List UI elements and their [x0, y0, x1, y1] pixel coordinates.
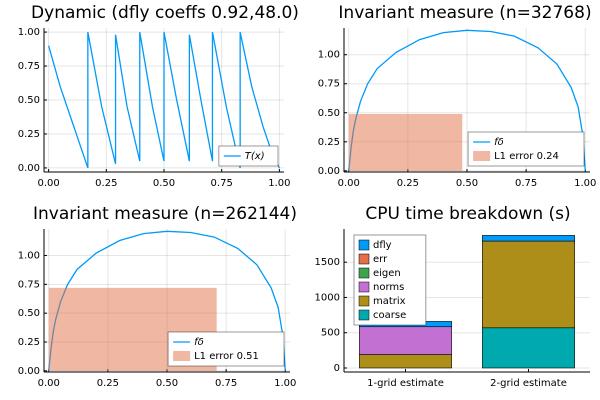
chart-title: CPU time breakdown (s): [365, 204, 570, 224]
bar-segment: [482, 235, 575, 242]
subplot: 0.00 0.25 0.50 0.75 1.00 0.00 0.25 0.50 0.75 1.00…: [18, 3, 299, 189]
x-tick-label: 0.00: [37, 178, 59, 189]
error-bar: [348, 113, 463, 171]
legend: dfly err eigen norms matrix coarse: [353, 234, 427, 326]
x-tick-label: 0.25: [397, 178, 419, 189]
y-tick-label: 0.75: [18, 61, 40, 72]
y-tick-label: 0.75: [318, 79, 340, 90]
legend-label: matrix: [373, 296, 406, 307]
legend-swatch: [358, 253, 370, 265]
legend-label: dfly: [373, 240, 392, 251]
bar-segment: [482, 327, 575, 369]
bar-segment: [359, 326, 452, 355]
y-tick-label: 1000: [315, 292, 340, 303]
legend-swatch: [358, 309, 370, 321]
chart-title: Invariant measure (n=262144): [33, 204, 297, 224]
legend-swatch: [473, 151, 491, 161]
y-tick-label: 1.00: [318, 50, 340, 61]
legend-label: L1 error 0.51: [194, 351, 259, 362]
y-tick-label: 1.00: [18, 27, 40, 38]
legend-label: L1 error 0.24: [494, 151, 559, 162]
y-tick-label: 1500: [315, 257, 340, 268]
x-tick-label: 0.00: [38, 378, 60, 389]
legend-swatch: [358, 295, 370, 307]
y-tick-label: 0.25: [318, 137, 340, 148]
x-tick-label: 0.00: [338, 178, 360, 189]
x-tick-label: 0.75: [515, 178, 537, 189]
subplot: 0.00 0.25 0.50 0.75 1.00 0.00 0.25 0.50 0.75 1.00…: [18, 204, 297, 389]
legend-label: coarse: [373, 310, 406, 321]
legend-label: T(x): [245, 151, 265, 162]
x-tick-label: 1.00: [268, 178, 290, 189]
x-tick-label: 0.75: [211, 178, 233, 189]
x-tick-label: 0.25: [95, 178, 117, 189]
y-tick-label: 0: [334, 363, 340, 374]
y-tick-label: 0.50: [18, 95, 40, 106]
x-tick-label: 0.25: [97, 378, 119, 389]
legend-swatch: [358, 267, 370, 279]
legend-label: eigen: [373, 268, 401, 279]
legend: fδ L1 error 0.24: [467, 131, 585, 167]
legend: fδ L1 error 0.51: [167, 331, 285, 367]
x-tick-label: 0.50: [156, 378, 178, 389]
chart-title: Dynamic (dfly coeffs 0.92,48.0): [31, 3, 299, 23]
bar-segment: [482, 240, 575, 329]
legend-label: norms: [373, 282, 404, 293]
x-tick-label: 1-grid estimate: [367, 378, 444, 389]
y-tick-label: 0.75: [18, 279, 40, 290]
legend-swatch: [173, 351, 191, 361]
y-tick-label: 0.00: [18, 163, 40, 174]
y-tick-label: 0.50: [318, 108, 340, 119]
y-tick-label: 0.25: [18, 129, 40, 140]
x-tick-label: 2-grid estimate: [490, 378, 567, 389]
y-tick-label: 500: [321, 328, 340, 339]
x-tick-label: 0.50: [456, 178, 478, 189]
y-tick-label: 1.00: [18, 251, 40, 262]
x-tick-label: 1.00: [574, 178, 596, 189]
legend-label: fδ: [494, 137, 504, 148]
x-tick-label: 0.75: [215, 378, 237, 389]
subplot: 0 500 1000 1500 1-grid estimate 2-grid estima…: [315, 204, 590, 389]
legend-swatch: [358, 239, 370, 251]
line-series: [47, 31, 280, 169]
y-tick-label: 0.00: [18, 366, 40, 377]
legend-swatch: [358, 281, 370, 293]
subplot: 0.00 0.25 0.50 0.75 1.00 0.00 0.25 0.50 0.75 1.00…: [318, 3, 597, 189]
legend-label: fδ: [194, 337, 204, 348]
legend-label: err: [373, 254, 388, 265]
y-tick-label: 0.50: [18, 308, 40, 319]
legend-box: [218, 145, 279, 167]
chart-title: Invariant measure (n=32768): [338, 3, 591, 23]
x-tick-label: 0.50: [153, 178, 175, 189]
y-tick-label: 0.25: [18, 337, 40, 348]
y-tick-label: 0.00: [318, 166, 340, 177]
x-tick-label: 1.00: [274, 378, 296, 389]
bar-segment: [359, 354, 452, 369]
legend: T(x): [218, 145, 279, 167]
